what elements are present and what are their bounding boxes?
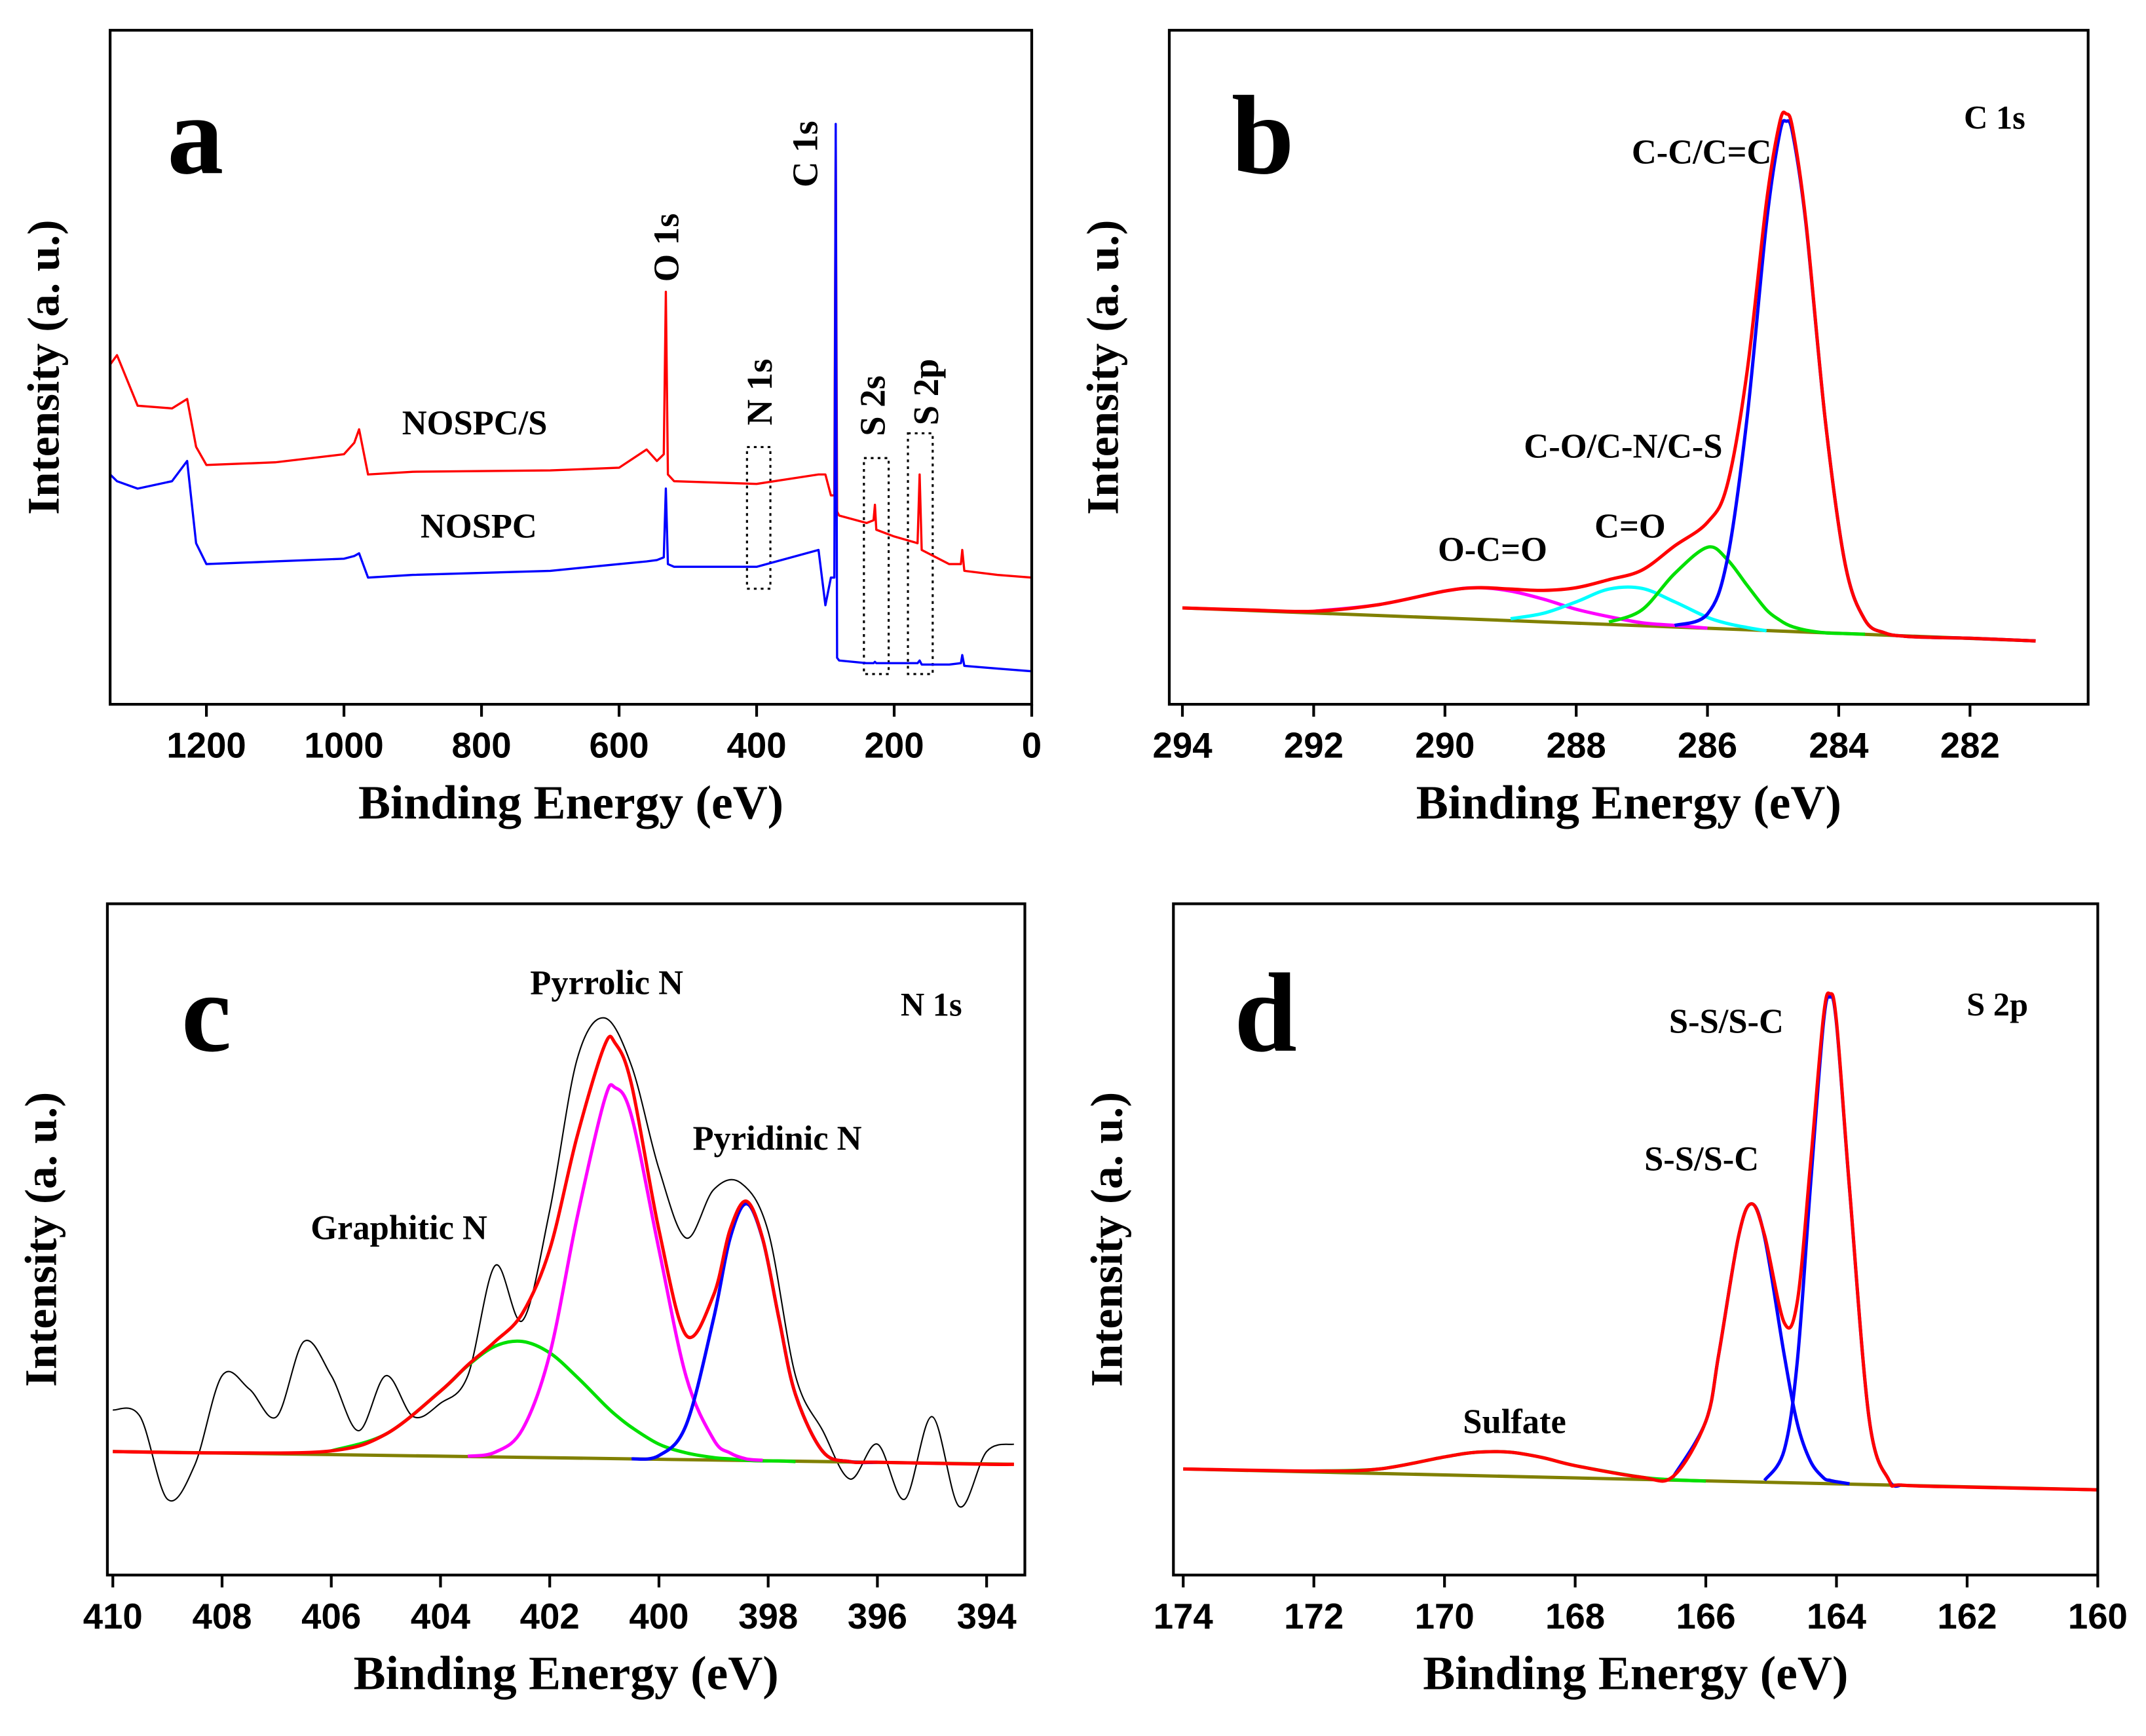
spectrum-line bbox=[467, 1083, 763, 1462]
peak-label: S-S/S-C bbox=[1669, 1002, 1784, 1040]
x-tick-label: 404 bbox=[411, 1596, 471, 1636]
peak-annotation: S 2s bbox=[852, 375, 892, 436]
x-axis-label: Binding Energy (eV) bbox=[354, 1647, 779, 1700]
s2p-box bbox=[907, 432, 934, 675]
peak-label: C=O bbox=[1594, 507, 1666, 545]
x-tick-label: 0 bbox=[1022, 726, 1042, 766]
spectrum-line bbox=[112, 1017, 1015, 1508]
spectrum-line bbox=[110, 133, 1032, 579]
x-axis-label: Binding Energy (eV) bbox=[358, 776, 783, 829]
x-axis-label: Binding Energy (eV) bbox=[1423, 1647, 1848, 1700]
x-tick-label: 410 bbox=[83, 1596, 143, 1636]
peak-label: Sulfate bbox=[1463, 1403, 1566, 1441]
peak-label: S-S/S-C bbox=[1644, 1140, 1759, 1178]
peak-label: C-O/C-N/C-S bbox=[1524, 428, 1722, 466]
x-tick-label: 174 bbox=[1154, 1596, 1214, 1636]
panel-letter: d bbox=[1234, 951, 1297, 1076]
x-tick-label: 408 bbox=[192, 1596, 252, 1636]
peak-label: NOSPC bbox=[421, 507, 537, 545]
s2s-box bbox=[863, 457, 890, 675]
x-tick-label: 394 bbox=[957, 1596, 1017, 1636]
x-tick-label: 292 bbox=[1284, 726, 1344, 766]
plot-frame bbox=[109, 29, 1034, 706]
spectrum-line bbox=[113, 1034, 1014, 1466]
peak-label: Pyrrolic N bbox=[530, 964, 683, 1002]
x-tick-label: 600 bbox=[590, 726, 649, 766]
core-level-label: N 1s bbox=[901, 987, 962, 1023]
plot-frame bbox=[1167, 29, 2090, 706]
y-axis-label: Intensity (a. u.) bbox=[18, 219, 69, 514]
x-tick-label: 406 bbox=[301, 1596, 361, 1636]
x-tick-label: 284 bbox=[1809, 726, 1869, 766]
spectrum-line bbox=[1608, 545, 1866, 636]
peak-label: Pyridinic N bbox=[693, 1120, 862, 1158]
peak-annotation: O 1s bbox=[646, 214, 686, 282]
x-tick-label: 290 bbox=[1415, 726, 1475, 766]
x-tick-label: 168 bbox=[1545, 1596, 1605, 1636]
x-tick-label: 200 bbox=[864, 726, 924, 766]
peak-label: NOSPC/S bbox=[402, 404, 548, 442]
x-tick-label: 164 bbox=[1807, 1596, 1867, 1636]
x-tick-label: 162 bbox=[1937, 1596, 1997, 1636]
peak-boxes bbox=[745, 432, 934, 675]
core-level-label: S 2p bbox=[1967, 987, 2028, 1023]
x-tick-label: 282 bbox=[1940, 726, 2000, 766]
x-tick-label: 170 bbox=[1415, 1596, 1475, 1636]
x-tick-label: 286 bbox=[1678, 726, 1737, 766]
x-tick-label: 166 bbox=[1676, 1596, 1736, 1636]
peak-label: C-C/C=C bbox=[1632, 133, 1772, 171]
x-tick-label: 396 bbox=[848, 1596, 907, 1636]
plot-frame bbox=[1172, 902, 2099, 1577]
x-tick-label: 402 bbox=[520, 1596, 580, 1636]
x-tick-label: 1000 bbox=[304, 726, 383, 766]
peak-annotation: C 1s bbox=[785, 121, 825, 187]
x-tick-label: 400 bbox=[629, 1596, 688, 1636]
panel-letter: a bbox=[167, 73, 223, 198]
x-tick-label: 398 bbox=[738, 1596, 798, 1636]
x-tick-label: 288 bbox=[1547, 726, 1606, 766]
plot-frame bbox=[105, 902, 1026, 1577]
y-axis-label: Intensity (a. u.) bbox=[15, 1092, 66, 1387]
spectrum-line bbox=[1183, 991, 2098, 1492]
panel-letter: c bbox=[181, 951, 231, 1076]
core-level-label: C 1s bbox=[1964, 99, 2025, 136]
x-tick-label: 1200 bbox=[166, 726, 246, 766]
x-tick-label: 800 bbox=[452, 726, 512, 766]
spectrum-line bbox=[1182, 110, 2036, 643]
y-axis-label: Intensity (a. u.) bbox=[1082, 1092, 1132, 1387]
peak-annotation: N 1s bbox=[740, 359, 780, 426]
x-axis-label: Binding Energy (eV) bbox=[1416, 776, 1841, 829]
x-tick-label: 294 bbox=[1152, 726, 1213, 766]
peak-annotation: S 2p bbox=[906, 359, 946, 426]
x-tick-label: 160 bbox=[2068, 1596, 2128, 1636]
x-tick-label: 400 bbox=[727, 726, 787, 766]
panel-letter: b bbox=[1232, 73, 1294, 198]
peak-label: O-C=O bbox=[1438, 531, 1547, 569]
spectrum-line bbox=[110, 123, 1032, 673]
x-tick-label: 172 bbox=[1284, 1596, 1344, 1636]
peak-label: Graphitic N bbox=[311, 1209, 487, 1247]
y-axis-label: Intensity (a. u.) bbox=[1077, 219, 1127, 514]
